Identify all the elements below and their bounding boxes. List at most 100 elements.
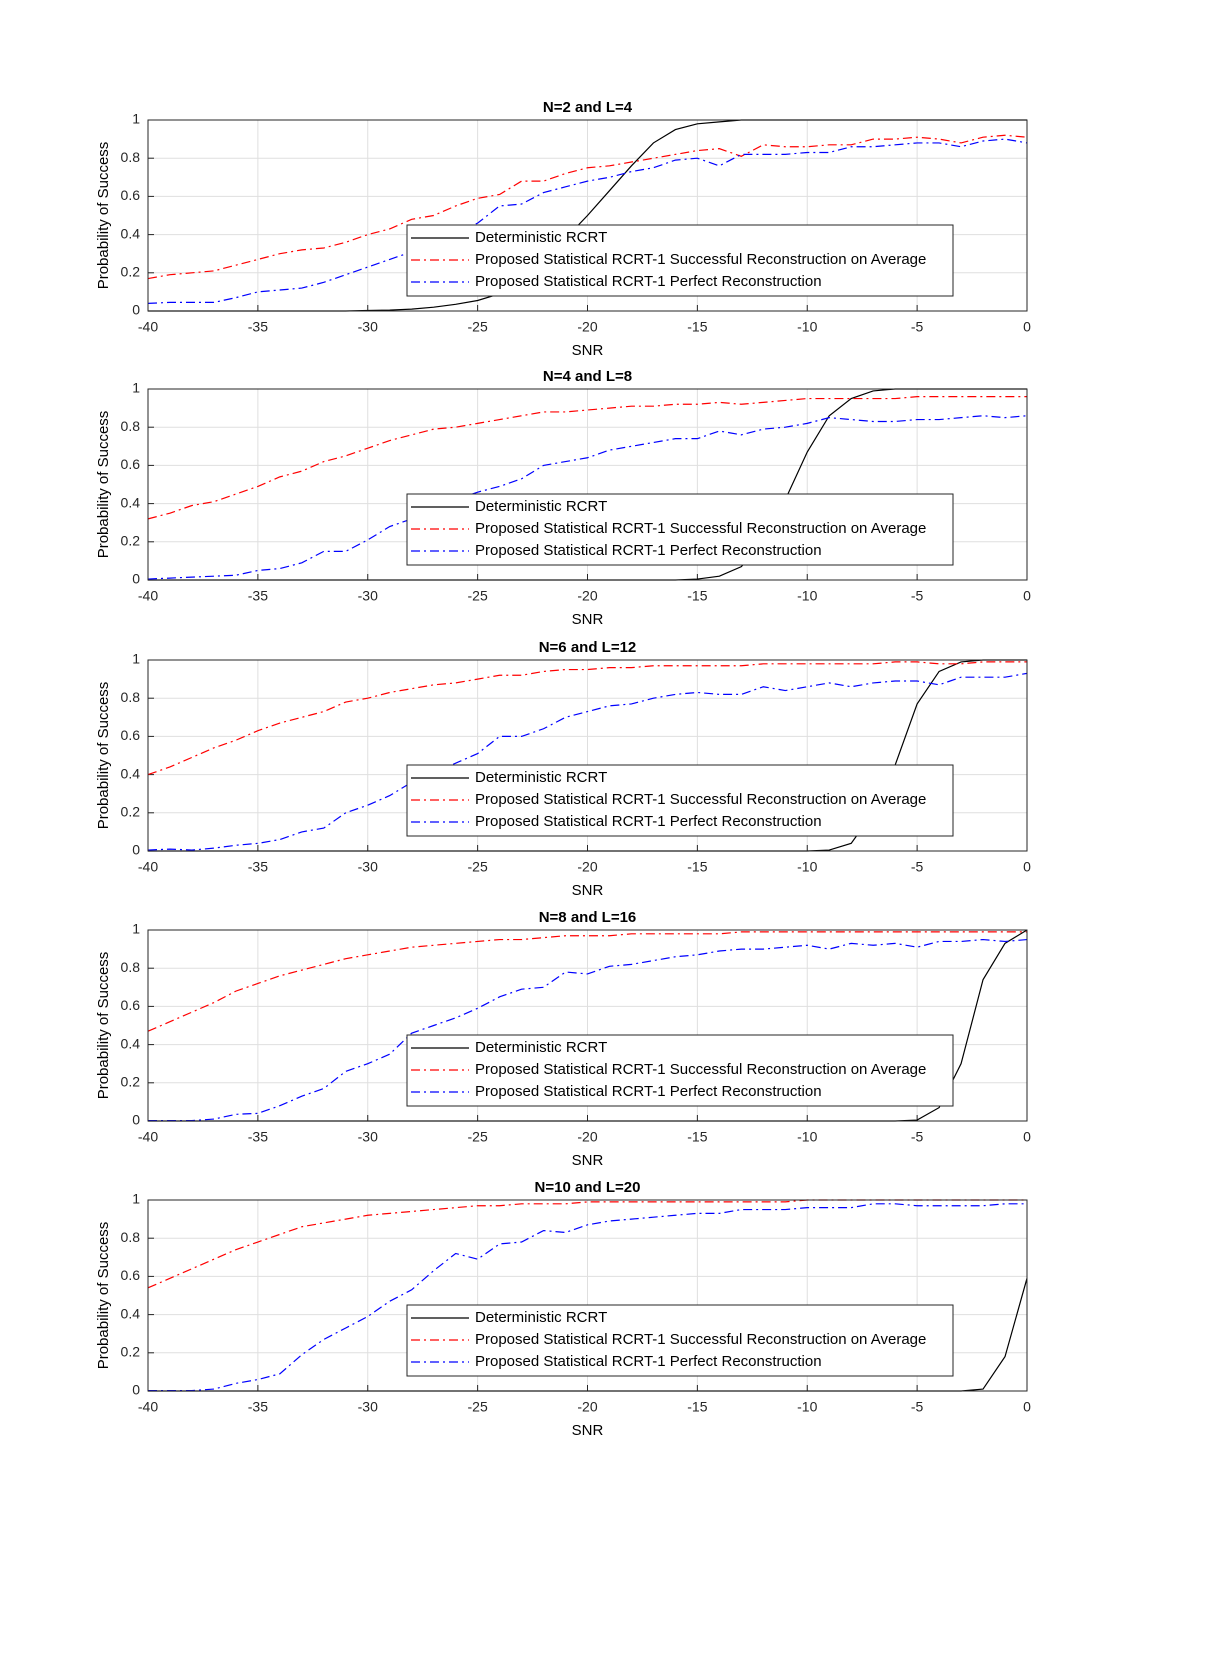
x-tick-label: -25 (468, 588, 488, 604)
y-tick-label: 0 (132, 571, 140, 587)
axes-frame (147, 1199, 1028, 1392)
y-axis-label: Probability of Success (95, 682, 112, 830)
legend-box (406, 224, 954, 297)
chart-title: N=6 and L=12 (539, 639, 637, 656)
y-tick-label: 0.4 (121, 765, 141, 781)
x-axis-label: SNR (572, 1422, 604, 1439)
y-tick-label: 1 (132, 111, 140, 127)
y-tick-label: 0.4 (121, 225, 141, 241)
y-tick-label: 0.8 (121, 1229, 141, 1245)
legend-box (406, 1034, 954, 1107)
legend: Deterministic RCRT Proposed Statistical R… (406, 1034, 954, 1107)
legend-label: Proposed Statistical RCRT-1 Successful R… (475, 520, 926, 537)
x-tick-label: -10 (797, 1129, 817, 1145)
axes-frame (147, 119, 1028, 312)
y-tick-label: 0 (132, 842, 140, 858)
y-tick-label: 1 (132, 1191, 140, 1207)
x-tick-label: -15 (687, 1129, 707, 1145)
x-tick-label: -35 (248, 1129, 268, 1145)
y-tick-label: 0 (132, 1382, 140, 1398)
legend-label: Proposed Statistical RCRT-1 Perfect Reco… (475, 813, 822, 830)
x-tick-label: -25 (468, 859, 488, 875)
x-tick-label: -25 (468, 319, 488, 335)
y-tick-label: 0.8 (121, 959, 141, 975)
x-tick-label: -30 (358, 588, 378, 604)
legend: Deterministic RCRT Proposed Statistical R… (406, 224, 954, 297)
chart-title: N=10 and L=20 (535, 1179, 641, 1196)
x-tick-label: -20 (577, 588, 597, 604)
y-tick-label: 0 (132, 1112, 140, 1128)
legend-label: Proposed Statistical RCRT-1 Successful R… (475, 1331, 926, 1348)
legend-label: Deterministic RCRT (475, 1309, 607, 1326)
x-tick-label: -35 (248, 588, 268, 604)
x-tick-label: -40 (138, 859, 158, 875)
y-tick-label: 0.6 (121, 1267, 141, 1283)
y-tick-label: 0.2 (121, 1344, 141, 1360)
legend-label: Proposed Statistical RCRT-1 Perfect Reco… (475, 273, 822, 290)
x-tick-label: -40 (138, 1129, 158, 1145)
x-tick-label: -5 (911, 1129, 924, 1145)
series-line (147, 138, 1028, 304)
y-tick-label: 0.2 (121, 1074, 141, 1090)
x-tick-label: -20 (577, 1399, 597, 1415)
series-line (148, 1203, 1027, 1392)
x-tick-label: -40 (138, 319, 158, 335)
x-tick-label: -5 (911, 1399, 924, 1415)
series-line (147, 672, 1028, 851)
legend-label: Proposed Statistical RCRT-1 Perfect Reco… (475, 1353, 822, 1370)
x-axis-label: SNR (572, 882, 604, 899)
legend-label: Proposed Statistical RCRT-1 Perfect Reco… (475, 1083, 822, 1100)
y-axis-label: Probability of Success (95, 952, 112, 1100)
legend-label: Deterministic RCRT (475, 229, 607, 246)
legend-label: Proposed Statistical RCRT-1 Perfect Reco… (475, 542, 822, 559)
legend-box (406, 1304, 954, 1377)
x-tick-label: 0 (1023, 859, 1031, 875)
x-axis-label: SNR (572, 611, 604, 628)
y-tick-label: 0.6 (121, 456, 141, 472)
y-tick-label: 0.4 (121, 1035, 141, 1051)
y-tick-label: 0.4 (121, 494, 141, 510)
legend: Deterministic RCRT Proposed Statistical R… (406, 493, 954, 566)
y-axis-label: Probability of Success (95, 142, 112, 290)
x-tick-label: -40 (138, 588, 158, 604)
x-tick-label: 0 (1023, 1399, 1031, 1415)
legend: Deterministic RCRT Proposed Statistical R… (406, 1304, 954, 1377)
series-line (147, 931, 1027, 1032)
x-tick-label: -30 (358, 1129, 378, 1145)
x-tick-label: -15 (687, 588, 707, 604)
x-tick-label: -5 (911, 859, 924, 875)
series-line (148, 938, 1028, 1122)
y-tick-label: 0.8 (121, 149, 141, 165)
y-tick-label: 0.6 (121, 997, 141, 1013)
y-tick-label: 0.6 (121, 727, 141, 743)
x-tick-label: -10 (797, 1399, 817, 1415)
x-tick-label: -30 (358, 1399, 378, 1415)
legend-label: Proposed Statistical RCRT-1 Successful R… (475, 791, 926, 808)
x-tick-label: -10 (797, 859, 817, 875)
x-axis-label: SNR (572, 342, 604, 359)
legend-label: Proposed Statistical RCRT-1 Successful R… (475, 1061, 926, 1078)
y-tick-label: 0.2 (121, 264, 141, 280)
x-tick-label: -30 (358, 319, 378, 335)
legend-label: Proposed Statistical RCRT-1 Successful R… (475, 251, 926, 268)
y-tick-label: 1 (132, 380, 140, 396)
y-tick-label: 0.8 (121, 689, 141, 705)
x-tick-label: -10 (797, 319, 817, 335)
y-tick-label: 0.8 (121, 418, 141, 434)
legend: Deterministic RCRT Proposed Statistical R… (406, 764, 954, 837)
axes-frame (147, 929, 1028, 1122)
axes-frame (147, 388, 1028, 581)
legend-box (406, 493, 954, 566)
x-tick-label: -35 (248, 859, 268, 875)
y-tick-label: 1 (132, 651, 140, 667)
legend-label: Deterministic RCRT (475, 498, 607, 515)
x-tick-label: -5 (911, 319, 924, 335)
chart-title: N=8 and L=16 (539, 909, 637, 926)
x-tick-label: -15 (687, 319, 707, 335)
series-line (147, 661, 1027, 776)
y-tick-label: 0.2 (121, 804, 141, 820)
x-tick-label: -25 (468, 1129, 488, 1145)
y-tick-label: 0.4 (121, 1305, 141, 1321)
